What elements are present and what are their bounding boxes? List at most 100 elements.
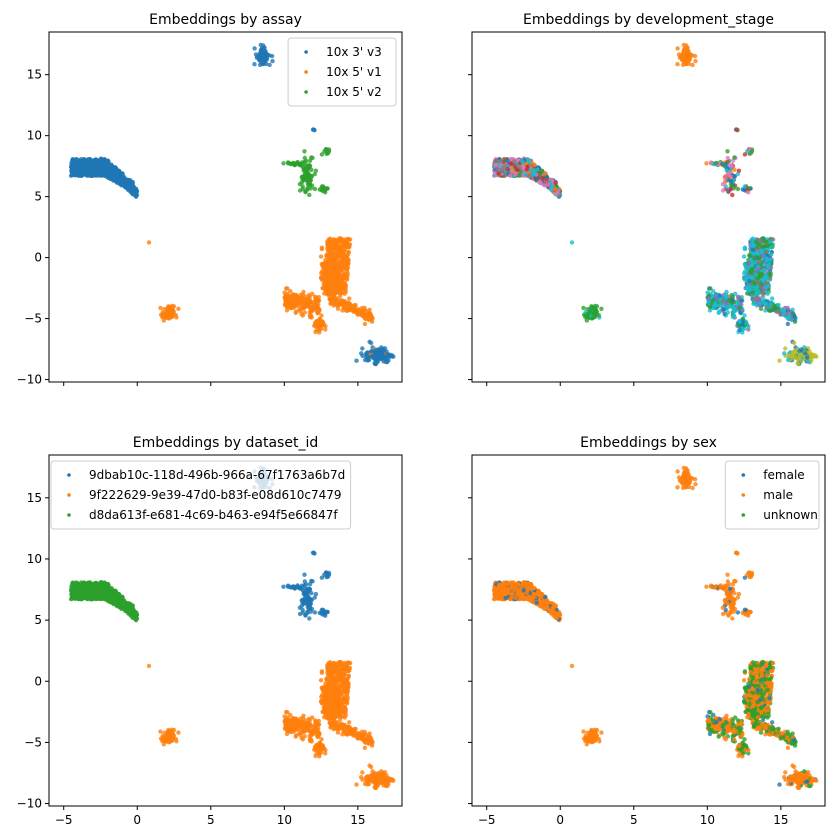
data-point [344,272,348,276]
data-point [592,310,596,314]
data-point [510,169,514,173]
data-point [714,161,718,165]
data-point [707,299,711,303]
data-point [754,272,758,276]
data-point [751,237,755,241]
data-point [553,187,557,191]
data-point [338,291,342,295]
data-point [319,254,323,258]
data-point [305,163,309,167]
data-point [329,300,333,304]
data-point [327,149,331,153]
data-point [323,190,327,194]
data-point [535,177,539,181]
data-point [314,592,318,596]
data-point [328,290,332,294]
data-point [721,299,725,303]
data-point [168,316,172,320]
data-point [302,306,306,310]
data-point [497,159,501,163]
data-point [675,62,679,66]
data-point [710,294,714,298]
data-point [334,260,338,264]
data-point [792,341,796,345]
data-point [749,242,753,246]
data-point [98,588,102,592]
data-point [341,258,345,262]
data-point [333,291,337,295]
data-point [682,54,686,58]
data-point [87,593,91,597]
data-point [721,182,725,186]
data-point [751,280,755,284]
data-point [112,168,116,172]
data-point [755,264,759,268]
data-point [738,306,742,310]
data-point [723,177,727,181]
data-point [339,268,343,272]
data-point [301,162,305,166]
data-point [314,328,318,332]
data-point [346,245,350,249]
data-point [725,149,729,153]
data-point [761,291,765,295]
data-point [717,311,721,315]
data-point [328,237,332,241]
data-point [100,172,104,176]
data-point [323,288,327,292]
data-point [570,240,574,244]
data-point [71,586,75,590]
data-point [759,282,763,286]
data-point [78,160,82,164]
data-point [328,280,332,284]
data-point [90,588,94,592]
data-point [112,177,116,181]
data-point [314,169,318,173]
data-point [690,63,694,67]
data-point [807,360,811,364]
data-point [320,152,324,156]
data-point [518,173,522,177]
data-point [89,159,93,163]
data-point [290,303,294,307]
data-point [768,257,772,261]
data-point [792,349,796,353]
data-point [314,320,318,324]
data-point [713,303,717,307]
data-point [291,161,295,165]
data-point [751,248,755,252]
y-tick-label: 10 [27,129,42,143]
data-point [553,181,557,185]
data-point [309,579,313,583]
data-point [523,172,527,176]
data-point [724,296,728,300]
data-point [301,585,305,589]
legend-label: 10x 5' v1 [326,65,382,79]
data-point [786,322,790,326]
data-point [345,302,349,306]
data-point [730,193,734,197]
data-point [743,184,747,188]
data-point [766,264,770,268]
data-point [112,591,116,595]
data-point [302,592,306,596]
data-point [121,601,125,605]
data-point [270,59,274,63]
data-point [287,294,291,298]
data-point [313,610,317,614]
data-point [317,298,321,302]
subplot-2: Embeddings by development_stage [468,12,825,386]
data-point [769,245,773,249]
data-point [262,45,266,49]
data-point [704,161,708,165]
data-point [718,293,722,297]
data-point [771,237,775,241]
data-point [737,328,741,332]
data-point [95,597,99,601]
data-point [281,161,285,165]
data-point [112,600,116,604]
data-point [96,170,100,174]
data-point [794,356,798,360]
data-point [298,299,302,303]
data-point [755,276,759,280]
